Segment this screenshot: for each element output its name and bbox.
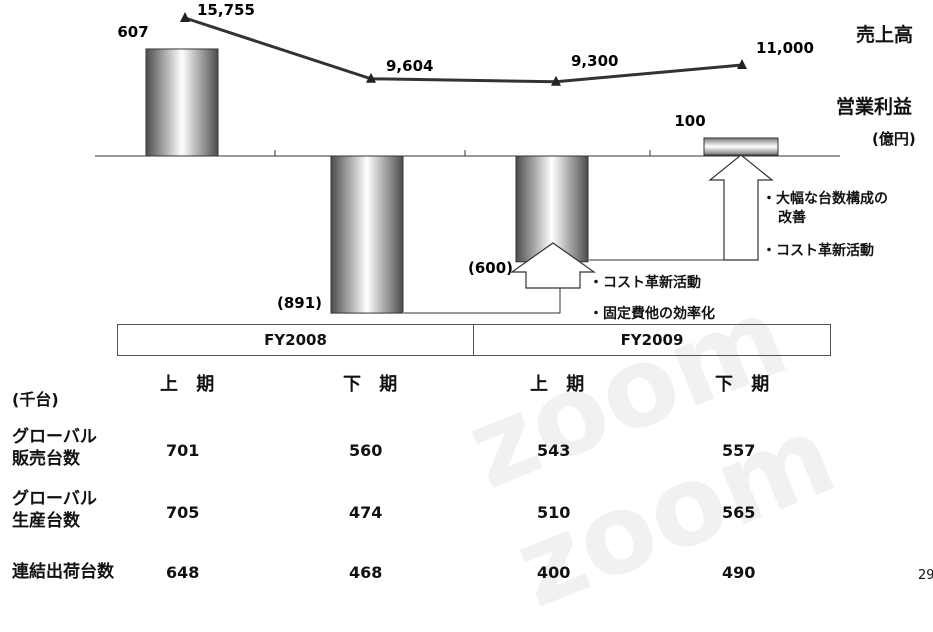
period-label: 上 期 bbox=[530, 374, 591, 395]
table-cell: 557 bbox=[722, 441, 756, 460]
profit-value-label: (600) bbox=[468, 259, 513, 277]
annotation-line: ・コスト革新活動 bbox=[762, 243, 874, 259]
table-cell: 543 bbox=[537, 441, 571, 460]
connector-line-1 bbox=[404, 288, 561, 314]
unit-thousand: (千台) bbox=[12, 390, 59, 409]
row-label-line: グローバル bbox=[12, 427, 97, 447]
unit-label: (億円) bbox=[872, 130, 916, 148]
improve-arrow-2 bbox=[708, 154, 774, 261]
profit-value-label: (891) bbox=[277, 294, 322, 312]
annotation-line: 改善 bbox=[778, 210, 806, 226]
legend-operating-profit: 営業利益 bbox=[836, 96, 913, 118]
period-label: 下 期 bbox=[343, 374, 404, 395]
sales-value-label: 9,604 bbox=[386, 57, 433, 75]
profit-value-label: 100 bbox=[674, 112, 705, 130]
table-cell: 560 bbox=[349, 441, 383, 460]
row-label: グローバル 販売台数 bbox=[12, 426, 97, 470]
row-label-line: グローバル bbox=[12, 489, 97, 509]
table-cell: 701 bbox=[166, 441, 200, 460]
profit-bar bbox=[330, 155, 404, 314]
table-cell: 468 bbox=[349, 563, 383, 582]
table-cell: 648 bbox=[166, 563, 200, 582]
annotation-line: ・固定費他の効率化 bbox=[589, 306, 715, 322]
annotation-line: ・大幅な台数構成の bbox=[762, 191, 888, 207]
profit-bar bbox=[703, 137, 779, 156]
improve-arrow-1 bbox=[510, 242, 596, 289]
period-label: 上 期 bbox=[160, 374, 221, 395]
row-label-line: 販売台数 bbox=[12, 449, 80, 469]
fiscal-year-2009: FY2009 bbox=[473, 324, 831, 356]
sales-marker bbox=[366, 72, 376, 83]
chart-stage: zoom zoom 607 (891) (600) 100 15,755 9,604 9,… bbox=[12, 1, 933, 632]
profit-bar bbox=[145, 48, 219, 157]
period-label: 下 期 bbox=[715, 374, 776, 395]
page-number: 29 bbox=[918, 568, 933, 583]
chart-svg: 607 (891) (600) 100 15,755 9,604 9,300 11,000 bbox=[95, 1, 840, 314]
sales-marker bbox=[180, 12, 190, 22]
sales-value-label: 11,000 bbox=[756, 39, 814, 57]
sales-marker bbox=[737, 58, 747, 69]
table-cell: 490 bbox=[722, 563, 756, 582]
table-cell: 474 bbox=[349, 503, 383, 522]
table-cell: 705 bbox=[166, 503, 200, 522]
row-label: グローバル 生産台数 bbox=[12, 488, 97, 532]
sales-line bbox=[184, 16, 743, 84]
table-cell: 510 bbox=[537, 503, 571, 522]
connector-line-2 bbox=[589, 192, 746, 261]
table-cell: 400 bbox=[537, 563, 571, 582]
sales-marker bbox=[551, 75, 561, 86]
sales-value-label: 9,300 bbox=[571, 52, 618, 70]
fiscal-year-2008: FY2008 bbox=[117, 324, 474, 356]
table-cell: 565 bbox=[722, 503, 756, 522]
row-label-line: 生産台数 bbox=[12, 511, 80, 531]
sales-value-label: 15,755 bbox=[197, 1, 255, 19]
legend-sales: 売上高 bbox=[856, 24, 914, 46]
row-label: 連結出荷台数 bbox=[12, 561, 114, 583]
profit-value-label: 607 bbox=[117, 23, 148, 41]
annotation-line: ・コスト革新活動 bbox=[589, 275, 701, 291]
row-label-line: 連結出荷台数 bbox=[12, 562, 114, 582]
